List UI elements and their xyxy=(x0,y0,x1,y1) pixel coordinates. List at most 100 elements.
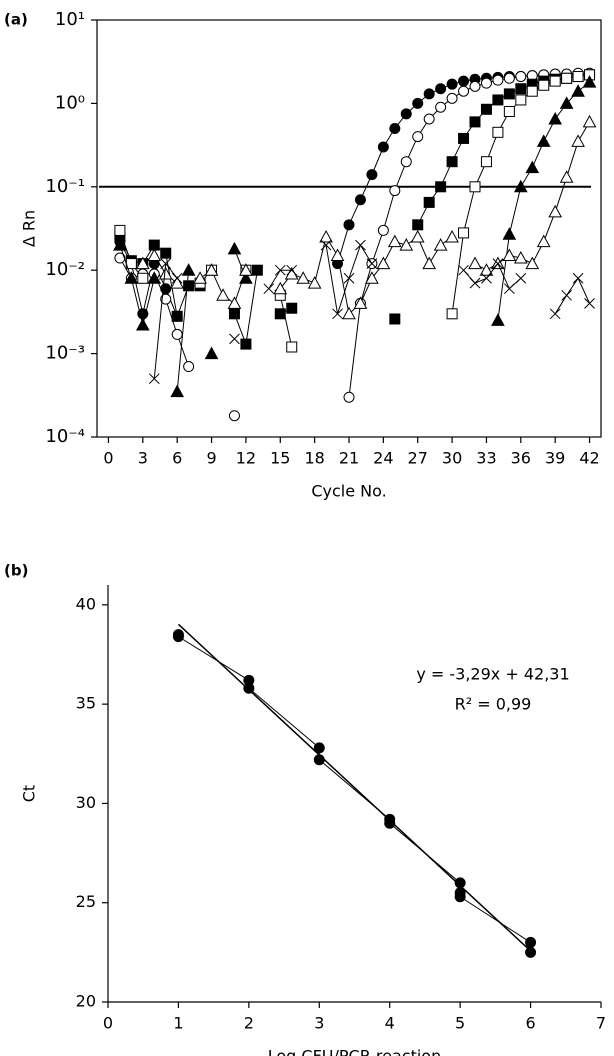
series-line xyxy=(176,270,190,392)
marker xyxy=(548,204,563,218)
x-axis-label: Log CFU/PCR reaction xyxy=(268,1047,441,1056)
marker xyxy=(389,123,401,135)
x-tick-label: 3 xyxy=(314,1014,324,1033)
marker xyxy=(204,346,219,360)
marker xyxy=(559,96,574,109)
marker xyxy=(228,410,240,422)
marker xyxy=(525,946,537,958)
marker xyxy=(320,239,332,251)
marker xyxy=(549,75,561,87)
marker xyxy=(538,79,550,91)
marker xyxy=(513,179,528,193)
marker xyxy=(515,272,527,284)
x-tick-label: 39 xyxy=(545,449,565,468)
x-tick-label: 5 xyxy=(455,1014,465,1033)
marker xyxy=(332,308,343,320)
marker xyxy=(446,156,458,168)
marker xyxy=(458,85,470,97)
marker xyxy=(458,264,469,276)
marker xyxy=(412,97,424,109)
marker xyxy=(571,134,585,147)
marker xyxy=(515,83,527,95)
marker xyxy=(355,239,366,251)
annotation: R² = 0,99 xyxy=(455,695,532,714)
marker xyxy=(148,373,160,385)
marker xyxy=(446,78,458,90)
marker xyxy=(549,308,561,320)
marker xyxy=(412,219,424,231)
marker xyxy=(469,116,481,128)
marker xyxy=(274,264,286,276)
marker xyxy=(469,80,481,92)
marker xyxy=(423,196,435,208)
marker xyxy=(377,141,389,153)
marker xyxy=(114,252,126,264)
marker xyxy=(458,227,470,239)
marker xyxy=(548,111,563,125)
marker xyxy=(492,94,504,106)
marker xyxy=(286,302,298,314)
marker xyxy=(147,271,162,284)
marker xyxy=(525,936,537,948)
marker xyxy=(515,71,527,83)
annotation: y = -3,29x + 42,31 xyxy=(416,665,569,684)
marker xyxy=(193,271,207,284)
marker xyxy=(243,682,255,694)
marker xyxy=(584,298,595,309)
x-tick-label: 21 xyxy=(339,449,359,468)
marker xyxy=(263,283,275,295)
marker xyxy=(400,156,412,168)
marker xyxy=(468,256,482,270)
marker xyxy=(504,283,515,295)
marker xyxy=(582,114,597,128)
y-tick-label: 10⁻² xyxy=(45,259,85,280)
marker xyxy=(400,108,412,120)
marker xyxy=(503,88,515,100)
marker xyxy=(353,296,368,309)
marker xyxy=(377,224,389,236)
marker xyxy=(274,308,286,320)
x-tick-label: 6 xyxy=(525,1014,535,1033)
marker xyxy=(227,296,242,309)
marker xyxy=(113,238,127,251)
marker xyxy=(469,277,481,289)
marker xyxy=(171,328,183,340)
marker xyxy=(170,276,185,289)
marker xyxy=(313,754,325,766)
marker xyxy=(137,272,149,284)
series-line xyxy=(474,121,590,271)
marker xyxy=(399,238,414,251)
marker xyxy=(435,181,447,193)
x-tick-label: 15 xyxy=(270,449,290,468)
marker xyxy=(114,224,126,236)
x-tick-label: 30 xyxy=(442,449,462,468)
marker xyxy=(319,229,333,243)
y-tick-label: 40 xyxy=(76,594,96,613)
marker xyxy=(572,71,584,83)
marker xyxy=(412,131,424,143)
y-tick-label: 10⁰ xyxy=(55,92,85,113)
marker xyxy=(525,160,540,174)
marker xyxy=(572,272,584,284)
marker xyxy=(160,247,172,259)
y-tick-label: 10¹ xyxy=(55,9,85,30)
marker xyxy=(446,308,458,320)
x-tick-label: 2 xyxy=(244,1014,254,1033)
x-tick-label: 7 xyxy=(596,1014,606,1033)
marker xyxy=(170,384,185,398)
y-tick-label: 25 xyxy=(76,892,96,911)
marker xyxy=(343,391,355,403)
marker xyxy=(135,317,150,331)
marker xyxy=(342,306,356,320)
marker xyxy=(376,256,391,270)
marker xyxy=(286,264,298,276)
series-line xyxy=(279,295,293,348)
marker xyxy=(536,134,551,147)
marker xyxy=(239,263,253,276)
marker xyxy=(181,263,196,276)
marker xyxy=(307,276,322,289)
marker xyxy=(526,85,538,97)
x-tick-label: 42 xyxy=(579,449,599,468)
